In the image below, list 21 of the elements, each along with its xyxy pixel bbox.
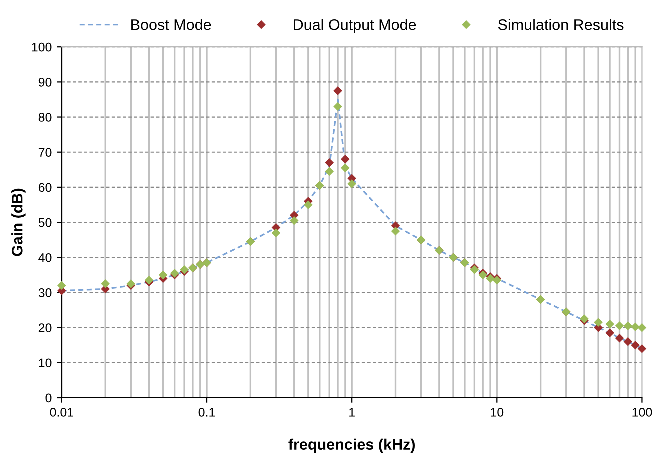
legend-label: Boost Mode bbox=[132, 19, 212, 30]
y-tick-label: 100 bbox=[32, 42, 52, 52]
y-tick-label: 50 bbox=[38, 218, 52, 228]
x-axis-title: frequencies (kHz) bbox=[288, 438, 415, 454]
legend-label: Dual Output Mode bbox=[294, 19, 416, 34]
x-tick-label: 0.1 bbox=[198, 408, 216, 417]
y-tick-label: 90 bbox=[38, 78, 52, 87]
x-tick-label: 10 bbox=[491, 408, 504, 417]
y-tick-label: 30 bbox=[38, 288, 52, 298]
x-tick-label: 0.01 bbox=[50, 408, 74, 417]
y-tick-label: 80 bbox=[38, 113, 52, 122]
y-tick-label: 10 bbox=[39, 358, 52, 368]
y-tick-label: 40 bbox=[38, 253, 52, 262]
x-tick-label: 1 bbox=[350, 408, 355, 417]
legend-label: Simulation Results bbox=[498, 19, 624, 30]
y-axis-title: Gain (dB) bbox=[12, 188, 26, 256]
x-tick-label: 100 bbox=[632, 408, 652, 417]
y-tick-label: 0 bbox=[46, 394, 52, 403]
y-tick-label: 20 bbox=[38, 324, 52, 332]
y-tick-label: 60 bbox=[38, 183, 52, 192]
y-tick-label: 70 bbox=[38, 148, 52, 158]
